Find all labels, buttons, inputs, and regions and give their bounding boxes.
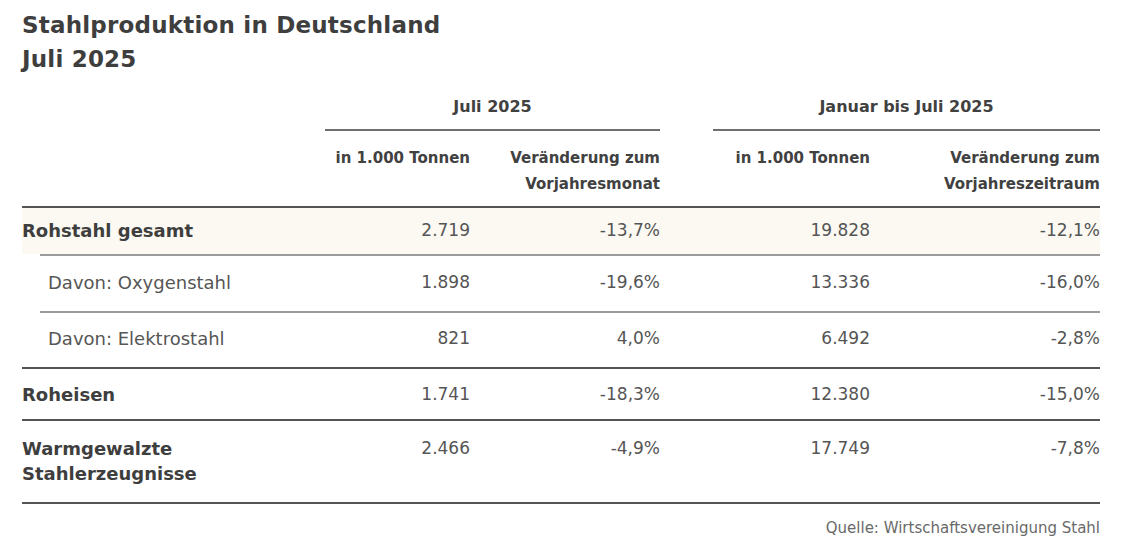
column-header-jan-juli-tonnen: in 1.000 Tonnen (713, 145, 870, 171)
cell-value: -2,8% (870, 326, 1100, 351)
row-label: Davon: Elektrostahl (22, 326, 325, 351)
row-label: Roheisen (22, 382, 325, 407)
cell-value: 1.898 (325, 270, 470, 295)
column-header-juli-tonnen: in 1.000 Tonnen (325, 145, 470, 171)
infographic-steel-production: Stahlproduktion in Deutschland Juli 2025… (0, 0, 1126, 538)
cell-value: 19.828 (713, 218, 870, 243)
page-title-line2: Juli 2025 (22, 42, 1100, 76)
cell-value: 4,0% (470, 326, 660, 351)
cell-value: 17.749 (713, 436, 870, 461)
column-subheader-row: in 1.000 Tonnen Veränderung zum Vorjahre… (22, 131, 1100, 197)
column-group-juli-2025: Juli 2025 (325, 97, 660, 131)
cell-value: 821 (325, 326, 470, 351)
cell-value: -13,7% (470, 218, 660, 243)
cell-value: 12.380 (713, 382, 870, 407)
cell-value: 1.741 (325, 382, 470, 407)
cell-value: 2.466 (325, 436, 470, 461)
table-row-warmgewalzte-stahlerzeugnisse: Warmgewalzte Stahlerzeugnisse 2.466 -4,9… (22, 421, 1100, 502)
table-row-rohstahl-gesamt: Rohstahl gesamt 2.719 -13,7% 19.828 -12,… (22, 208, 1100, 254)
column-header-juli-veraenderung: Veränderung zum Vorjahresmonat (470, 145, 660, 197)
cell-value: -18,3% (470, 382, 660, 407)
divider (22, 502, 1100, 504)
table-row-davon-oxygenstahl: Davon: Oxygenstahl 1.898 -19,6% 13.336 -… (22, 256, 1100, 311)
row-label: Davon: Oxygenstahl (22, 270, 325, 295)
cell-value: 6.492 (713, 326, 870, 351)
cell-value: -15,0% (870, 382, 1100, 407)
table-row-roheisen: Roheisen 1.741 -18,3% 12.380 -15,0% (22, 369, 1100, 419)
source-attribution: Quelle: Wirtschaftsvereinigung Stahl (22, 519, 1100, 537)
cell-value: -16,0% (870, 270, 1100, 295)
cell-value: 13.336 (713, 270, 870, 295)
cell-value: -7,8% (870, 436, 1100, 461)
cell-value: -12,1% (870, 218, 1100, 243)
column-group-header-row: Juli 2025 Januar bis Juli 2025 (22, 97, 1100, 131)
column-group-januar-bis-juli-2025: Januar bis Juli 2025 (713, 97, 1100, 131)
table-row-davon-elektrostahl: Davon: Elektrostahl 821 4,0% 6.492 -2,8% (22, 313, 1100, 367)
column-header-jan-juli-veraenderung: Veränderung zum Vorjahreszeitraum (870, 145, 1100, 197)
row-label: Warmgewalzte Stahlerzeugnisse (22, 436, 325, 486)
page-title-line1: Stahlproduktion in Deutschland (22, 8, 1100, 42)
cell-value: -4,9% (470, 436, 660, 461)
cell-value: -19,6% (470, 270, 660, 295)
cell-value: 2.719 (325, 218, 470, 243)
page-title: Stahlproduktion in Deutschland Juli 2025 (22, 8, 1100, 76)
row-label: Rohstahl gesamt (22, 218, 325, 243)
